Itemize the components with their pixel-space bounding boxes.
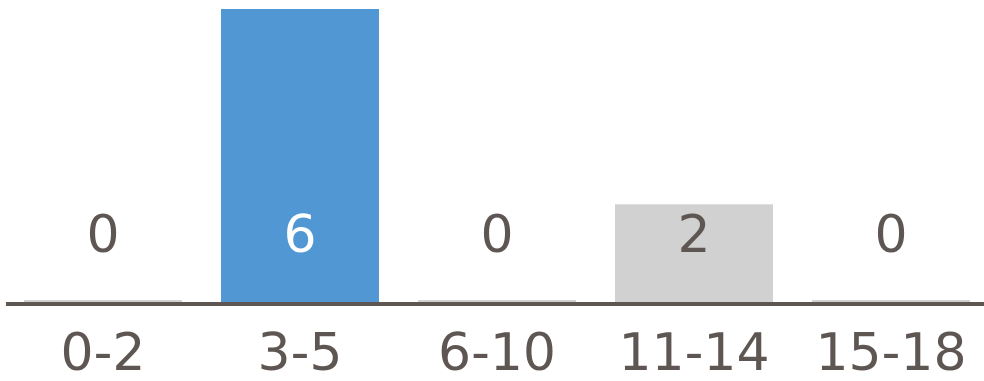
data-labels-group: 0 6 0 2 0 (86, 205, 907, 265)
bars-group (24, 9, 970, 302)
x-tick-labels-group: 0-2 3-5 6-10 11-14 15-18 (61, 323, 967, 381)
data-label-6-10: 0 (480, 205, 513, 265)
bar-11-14 (615, 204, 773, 302)
data-label-0-2: 0 (86, 205, 119, 265)
bar-6-10 (418, 300, 576, 302)
x-tick-label-6-10: 6-10 (438, 323, 556, 381)
bar-15-18 (812, 300, 970, 302)
data-label-11-14: 2 (677, 205, 710, 265)
data-label-15-18: 0 (874, 205, 907, 265)
x-tick-label-3-5: 3-5 (258, 323, 343, 381)
data-label-3-5: 6 (283, 205, 316, 265)
bar-3-5 (221, 9, 379, 302)
x-tick-label-0-2: 0-2 (61, 323, 146, 381)
x-tick-label-11-14: 11-14 (618, 323, 769, 381)
bar-0-2 (24, 300, 182, 302)
x-tick-label-15-18: 15-18 (815, 323, 966, 381)
